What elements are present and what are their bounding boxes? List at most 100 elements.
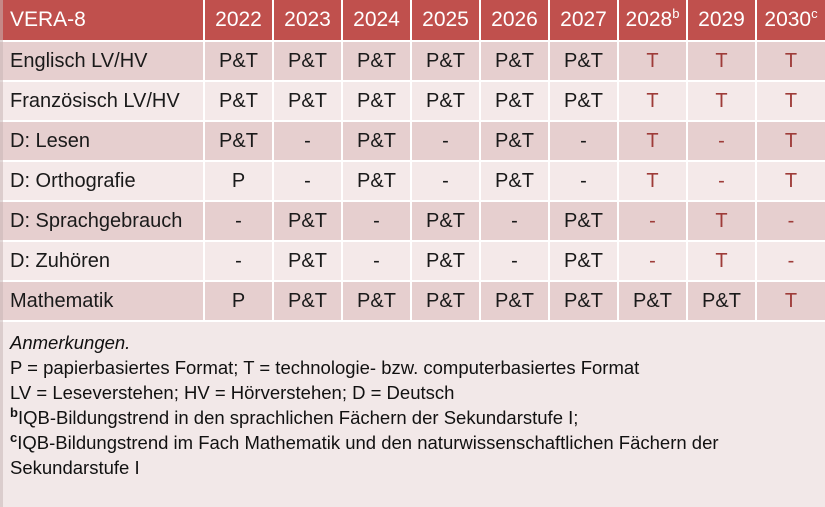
- cell-2029: -: [687, 121, 757, 162]
- notes-block: Anmerkungen. P = papierbasiertes Format;…: [0, 322, 825, 486]
- cell-2025: P&T: [411, 281, 481, 322]
- cell-2026: P&T: [480, 161, 550, 202]
- cell-2030: -: [756, 241, 825, 282]
- year-header-label: 2024: [353, 8, 400, 31]
- cell-2023: P&T: [273, 241, 343, 282]
- year-header-2022: 2022: [204, 0, 274, 42]
- table-body: Englisch LV/HV P&T P&T P&T P&T P&T P&T T T T Franz…: [0, 41, 825, 322]
- year-header-2023: 2023: [273, 0, 343, 42]
- row-label: D: Sprachgebrauch: [0, 201, 205, 242]
- cell-2024: P&T: [342, 81, 412, 122]
- cell-2027: -: [549, 161, 619, 202]
- cell-2025: -: [411, 161, 481, 202]
- cell-2025: P&T: [411, 241, 481, 282]
- footnote-b: bIQB-Bildungstrend in den sprachlichen F…: [10, 405, 815, 430]
- table-corner-title: VERA-8: [0, 0, 205, 42]
- footnote-c-text: IQB-Bildungstrend im Fach Mathematik und…: [10, 432, 719, 478]
- year-header-footnote-marker: b: [672, 6, 680, 21]
- cell-2029: P&T: [687, 281, 757, 322]
- cell-2030: -: [756, 201, 825, 242]
- table-row: D: Sprachgebrauch - P&T - P&T - P&T - T -: [0, 201, 825, 242]
- cell-2029: T: [687, 201, 757, 242]
- year-header-2030: 2030c: [756, 0, 825, 42]
- cell-2027: -: [549, 121, 619, 162]
- year-header-label: 2027: [560, 8, 607, 31]
- cell-2023: P&T: [273, 41, 343, 82]
- table-row: Englisch LV/HV P&T P&T P&T P&T P&T P&T T T T: [0, 41, 825, 82]
- row-label: D: Zuhören: [0, 241, 205, 282]
- cell-2027: P&T: [549, 201, 619, 242]
- table-row: D: Zuhören - P&T - P&T - P&T - T -: [0, 241, 825, 282]
- year-header-2029: 2029: [687, 0, 757, 42]
- cell-2027: P&T: [549, 281, 619, 322]
- vera8-table: VERA-8 2022 2023 2024 2025 2026 2027 2028b 2029…: [0, 0, 825, 322]
- cell-2026: -: [480, 201, 550, 242]
- cell-2030: T: [756, 161, 825, 202]
- cell-2024: P&T: [342, 41, 412, 82]
- cell-2023: P&T: [273, 281, 343, 322]
- cell-2022: P&T: [204, 81, 274, 122]
- year-header-footnote-marker: c: [811, 6, 818, 21]
- year-header-label: 2022: [215, 8, 262, 31]
- cell-2025: P&T: [411, 201, 481, 242]
- cell-2024: P&T: [342, 281, 412, 322]
- row-label: D: Orthografie: [0, 161, 205, 202]
- cell-2026: P&T: [480, 41, 550, 82]
- cell-2026: P&T: [480, 281, 550, 322]
- cell-2028: P&T: [618, 281, 688, 322]
- cell-2029: T: [687, 81, 757, 122]
- table-row: D: Orthografie P - P&T - P&T - T - T: [0, 161, 825, 202]
- cell-2022: P: [204, 281, 274, 322]
- cell-2022: P: [204, 161, 274, 202]
- cell-2022: P&T: [204, 41, 274, 82]
- cell-2029: -: [687, 161, 757, 202]
- cell-2030: T: [756, 121, 825, 162]
- row-label: Englisch LV/HV: [0, 41, 205, 82]
- cell-2028: -: [618, 241, 688, 282]
- cell-2028: T: [618, 81, 688, 122]
- cell-2022: -: [204, 201, 274, 242]
- footnote-b-marker: b: [10, 404, 18, 420]
- row-label: Mathematik: [0, 281, 205, 322]
- table-header: VERA-8 2022 2023 2024 2025 2026 2027 2028b 2029…: [0, 0, 825, 42]
- cell-2030: T: [756, 281, 825, 322]
- year-header-label: 2026: [491, 8, 538, 31]
- cell-2028: T: [618, 121, 688, 162]
- cell-2026: -: [480, 241, 550, 282]
- cell-2023: P&T: [273, 81, 343, 122]
- row-label: D: Lesen: [0, 121, 205, 162]
- cell-2027: P&T: [549, 81, 619, 122]
- year-header-2026: 2026: [480, 0, 550, 42]
- table-row: Französisch LV/HV P&T P&T P&T P&T P&T P&T T T T: [0, 81, 825, 122]
- cell-2029: T: [687, 241, 757, 282]
- year-header-2027: 2027: [549, 0, 619, 42]
- header-row: VERA-8 2022 2023 2024 2025 2026 2027 2028b 2029…: [0, 0, 825, 42]
- year-header-2025: 2025: [411, 0, 481, 42]
- year-header-label: 2023: [284, 8, 331, 31]
- cell-2025: P&T: [411, 41, 481, 82]
- cell-2030: T: [756, 81, 825, 122]
- footnote-c: cIQB-Bildungstrend im Fach Mathematik un…: [10, 430, 815, 480]
- notes-heading: Anmerkungen.: [10, 332, 131, 353]
- year-header-label: 2029: [698, 8, 745, 31]
- cell-2023: -: [273, 121, 343, 162]
- footnote-c-marker: c: [10, 429, 18, 445]
- cell-2026: P&T: [480, 121, 550, 162]
- cell-2028: T: [618, 161, 688, 202]
- cell-2023: -: [273, 161, 343, 202]
- cell-2022: -: [204, 241, 274, 282]
- cell-2025: P&T: [411, 81, 481, 122]
- notes-line-formats: P = papierbasiertes Format; T = technolo…: [10, 357, 640, 378]
- cell-2028: -: [618, 201, 688, 242]
- cell-2026: P&T: [480, 81, 550, 122]
- year-header-label: 2028: [625, 8, 673, 31]
- cell-2030: T: [756, 41, 825, 82]
- cell-2024: P&T: [342, 121, 412, 162]
- cell-2028: T: [618, 41, 688, 82]
- year-header-2024: 2024: [342, 0, 412, 42]
- table-row: D: Lesen P&T - P&T - P&T - T - T: [0, 121, 825, 162]
- year-header-label: 2030: [764, 8, 812, 31]
- cell-2027: P&T: [549, 241, 619, 282]
- table-row: Mathematik P P&T P&T P&T P&T P&T P&T P&T T: [0, 281, 825, 322]
